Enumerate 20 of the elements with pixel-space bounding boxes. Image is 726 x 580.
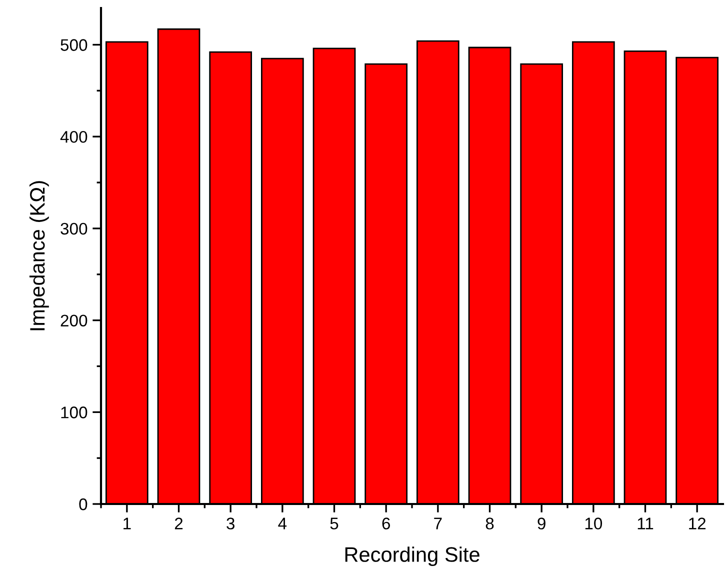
- y-tick-label: 400: [60, 130, 88, 143]
- x-tick-label: 8: [486, 518, 494, 530]
- x-axis-title: Recording Site: [345, 546, 480, 566]
- x-tick-label: 11: [638, 518, 654, 530]
- x-tick-label: 4: [278, 518, 287, 530]
- x-tick-label: 6: [382, 518, 390, 530]
- y-tick-label: 100: [61, 406, 88, 418]
- x-tick-label: 2: [174, 518, 183, 530]
- y-tick-label: 300: [60, 222, 88, 235]
- y-tick-label: 500: [60, 39, 88, 51]
- x-tick-label: 1: [124, 518, 131, 530]
- x-tick-label: 10: [585, 518, 602, 530]
- y-tick-label: 0: [79, 498, 88, 510]
- y-tick-label: 200: [60, 314, 88, 326]
- x-tick-label: 3: [226, 518, 234, 530]
- x-tick-label: 7: [434, 518, 442, 530]
- x-tick-label: 5: [330, 518, 338, 530]
- x-tick-label: 9: [538, 518, 546, 530]
- y-axis-title: Impedance (KΩ): [29, 181, 49, 330]
- x-tick-label: 12: [689, 518, 706, 530]
